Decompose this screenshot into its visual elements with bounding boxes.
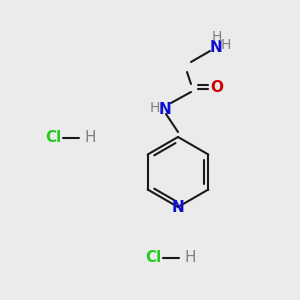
Text: H: H bbox=[185, 250, 196, 266]
Text: Cl: Cl bbox=[45, 130, 61, 146]
Text: Cl: Cl bbox=[145, 250, 161, 266]
Text: H: H bbox=[150, 101, 160, 115]
Text: N: N bbox=[210, 40, 222, 55]
Text: N: N bbox=[159, 101, 171, 116]
Text: O: O bbox=[211, 80, 224, 94]
Text: H: H bbox=[221, 38, 231, 52]
Text: H: H bbox=[212, 30, 222, 44]
Text: N: N bbox=[172, 200, 184, 214]
Text: H: H bbox=[85, 130, 97, 146]
